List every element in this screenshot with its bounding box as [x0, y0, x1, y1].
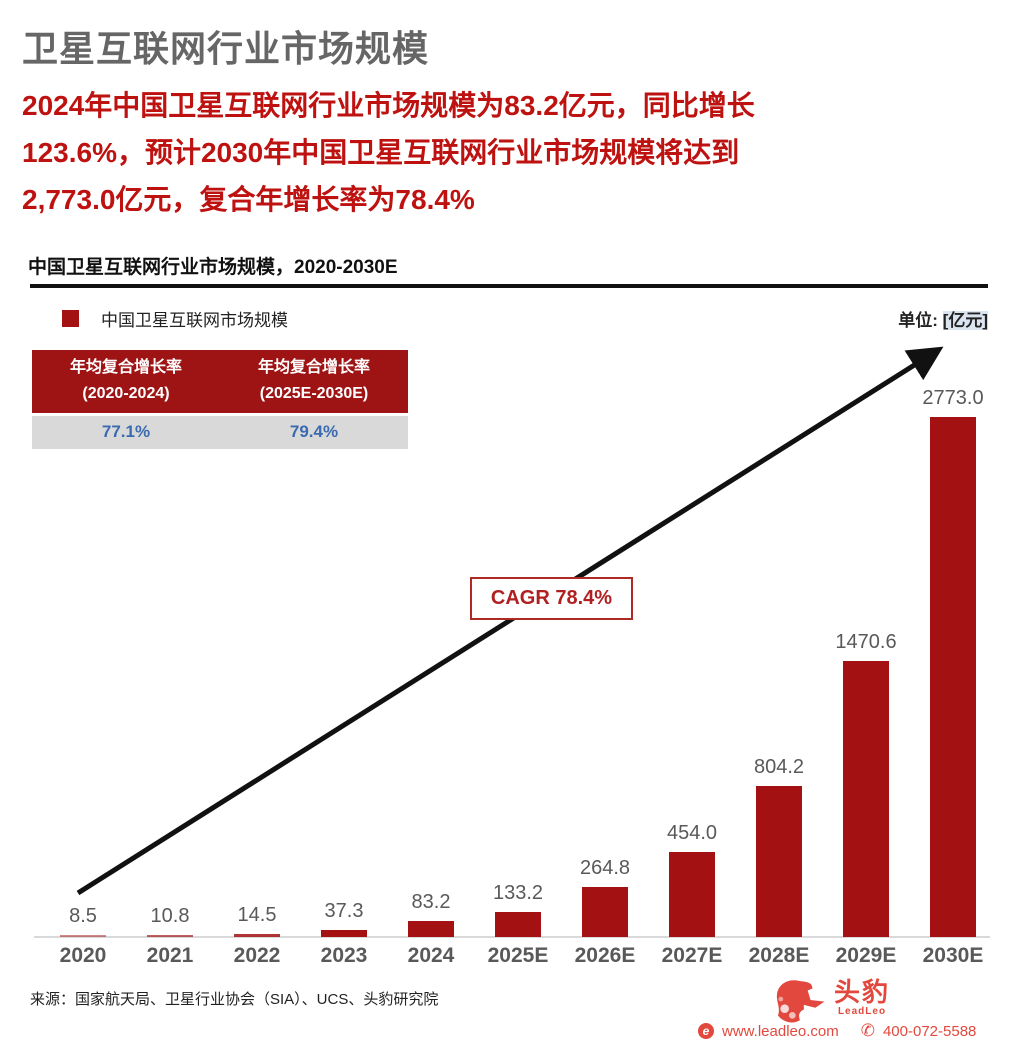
bar-value-label: 83.2: [411, 891, 451, 913]
brand-logo: 头豹 LeadLeo: [772, 978, 890, 1024]
bar: [843, 661, 889, 937]
bar: [408, 921, 454, 937]
x-axis-label: 2029E: [835, 944, 897, 967]
plot-area: CAGR 78.4% 8.5 10.8 14.5 37.3 83.2 133.2 264.8…: [0, 340, 1016, 938]
x-axis-label: 2022: [233, 944, 281, 967]
bar-value-label: 1470.6: [835, 631, 897, 653]
bar-value-label: 14.5: [237, 904, 277, 926]
x-axis-label: 2027E: [661, 944, 723, 967]
chart-title: 中国卫星互联网行业市场规模，2020-2030E: [28, 257, 398, 278]
website-link[interactable]: www.leadleo.com: [722, 1022, 839, 1040]
x-axis-baseline: [34, 936, 990, 938]
cagr-value-cell: 79.4%: [289, 422, 339, 441]
bar-value-label: 2773.0: [922, 387, 984, 409]
brand-subname: LeadLeo: [837, 1006, 887, 1017]
brand-name: 头豹: [834, 977, 891, 1007]
cagr-table-value-row: 77.1% 79.4%: [32, 416, 408, 449]
source-note: 来源：国家航天局、卫星行业协会（SIA）、UCS、头豹研究院: [30, 991, 439, 1008]
unit-label: 单位: [亿元]: [898, 306, 988, 331]
bar: [321, 930, 367, 937]
trend-arrow: [76, 346, 944, 896]
bar: [60, 935, 106, 937]
cagr-header-title: 年均复合增长率: [69, 359, 182, 376]
phone-icon: ✆: [860, 1021, 875, 1040]
x-axis-label: 2020: [59, 944, 107, 967]
cagr-table-header-row: 年均复合增长率 (2020-2024) 年均复合增长率 (2025E-2030E…: [32, 350, 408, 416]
cagr-table: 年均复合增长率 (2020-2024) 年均复合增长率 (2025E-2030E…: [32, 350, 408, 449]
x-axis-label: 2026E: [574, 944, 636, 967]
unit-value: [亿元]: [942, 311, 988, 330]
cagr-header-cell: 年均复合增长率 (2025E-2030E): [220, 350, 408, 413]
cagr-header-period: (2020-2024): [82, 385, 170, 402]
bar: [147, 935, 193, 937]
summary-line: 2024年中国卫星互联网行业市场规模为83.2亿元，同比增长: [22, 90, 755, 121]
bar-value-label: 133.2: [492, 882, 544, 904]
bar: [234, 934, 280, 937]
bar-value-label: 804.2: [753, 756, 805, 778]
legend-swatch-icon: [62, 310, 79, 327]
bar: [495, 912, 541, 937]
cagr-value-cell: 77.1%: [101, 422, 151, 441]
leadleo-leopard-icon: [776, 980, 828, 1023]
legend-label: 中国卫星互联网市场规模: [101, 311, 288, 330]
summary-paragraph: 2024年中国卫星互联网行业市场规模为83.2亿元，同比增长 123.6%，预计…: [22, 82, 962, 223]
browser-e-icon: e: [698, 1023, 714, 1039]
legend: 中国卫星互联网市场规模: [62, 306, 288, 331]
page-title: 卫星互联网行业市场规模: [22, 28, 430, 69]
brand-text: 头豹 LeadLeo: [834, 978, 890, 1017]
cagr-header-title: 年均复合增长率: [257, 359, 370, 376]
bar: [669, 852, 715, 937]
bar: [756, 786, 802, 937]
title-divider: [30, 284, 988, 288]
bar-value-label: 37.3: [324, 900, 364, 922]
bar-value-label: 8.5: [69, 905, 97, 927]
x-axis-label: 2025E: [487, 944, 549, 967]
x-axis-label: 2030E: [922, 944, 984, 967]
phone-number: 400-072-5588: [882, 1022, 977, 1040]
summary-line: 123.6%，预计2030年中国卫星互联网行业市场规模将达到: [22, 137, 740, 168]
bar-value-label: 10.8: [150, 905, 190, 927]
cagr-callout: CAGR 78.4%: [470, 577, 633, 620]
unit-prefix: 单位:: [898, 311, 943, 330]
contact-row: e www.leadleo.com ✆ 400-072-5588: [698, 1021, 998, 1041]
bar-value-label: 454.0: [666, 822, 718, 844]
x-axis-label: 2023: [320, 944, 368, 967]
x-axis-label: 2024: [407, 944, 455, 967]
x-axis: 2020 2021 2022 2023 2024 2025E 2026E 2027E 2028E…: [0, 944, 1016, 970]
x-axis-label: 2021: [146, 944, 194, 967]
x-axis-label: 2028E: [748, 944, 810, 967]
bar: [582, 887, 628, 937]
cagr-header-cell: 年均复合增长率 (2020-2024): [32, 350, 220, 413]
cagr-header-period: (2025E-2030E): [259, 385, 369, 402]
bar: [930, 417, 976, 937]
summary-line: 2,773.0亿元，复合年增长率为78.4%: [22, 184, 475, 215]
bar-value-label: 264.8: [579, 857, 631, 879]
